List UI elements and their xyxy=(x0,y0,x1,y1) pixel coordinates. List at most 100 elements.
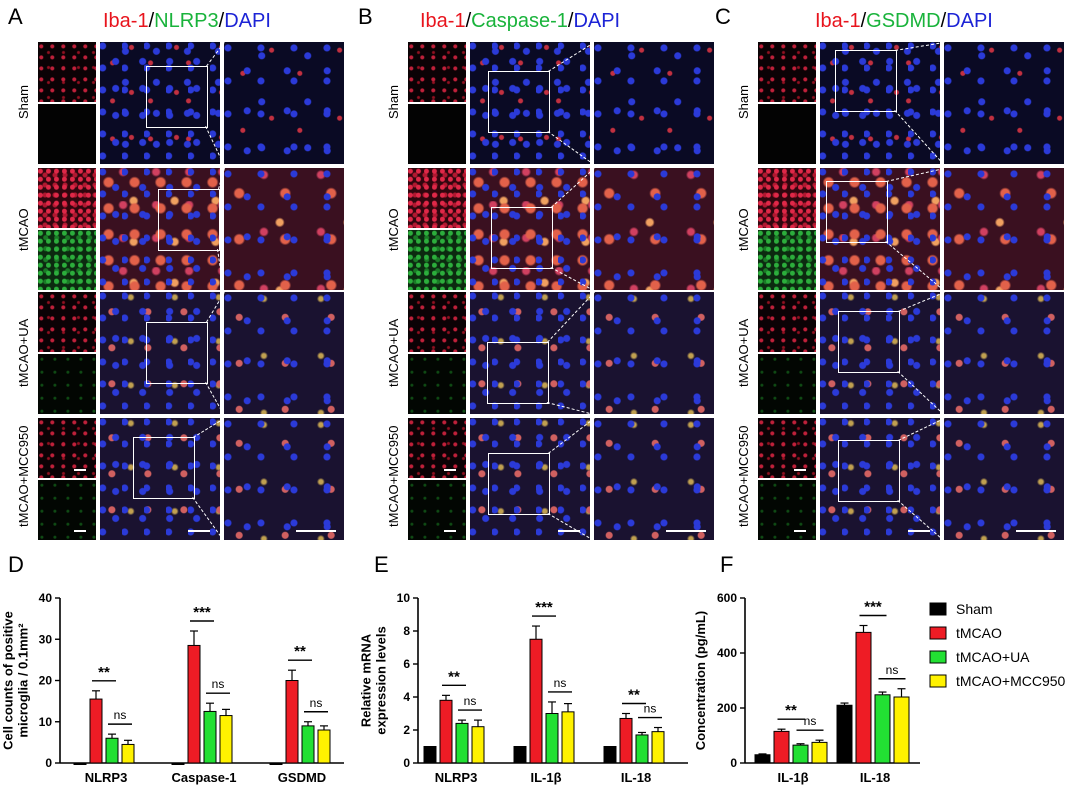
scale-bar xyxy=(558,530,580,532)
merged-image xyxy=(470,42,590,164)
scale-bar xyxy=(444,530,456,532)
legend-label: tMCAO xyxy=(956,625,1002,641)
y-tick-label: 600 xyxy=(717,591,737,605)
y-tick-label: 0 xyxy=(730,756,737,770)
marker-channel-image xyxy=(38,230,96,290)
zoom-region-box xyxy=(487,342,549,404)
zoomed-image xyxy=(944,418,1064,540)
significance-label: ns xyxy=(464,694,477,708)
zoomed-image xyxy=(944,42,1064,164)
merged-image xyxy=(820,42,940,164)
marker-channel-image xyxy=(38,104,96,164)
x-tick-label: NLRP3 xyxy=(85,770,128,785)
significance-label: ns xyxy=(644,702,657,716)
zoomed-image xyxy=(944,168,1064,290)
stain-segment: Iba-1 xyxy=(815,10,861,32)
bar xyxy=(171,762,185,765)
significance-label: *** xyxy=(535,599,553,616)
scale-bar xyxy=(74,530,86,532)
iba1-channel-image xyxy=(408,168,466,228)
significance-label: ns xyxy=(804,714,817,728)
x-tick-label: IL-1β xyxy=(530,770,561,785)
stain-segment: NLRP3 xyxy=(154,10,219,32)
stain-segment: / xyxy=(218,10,225,32)
y-axis-label: microglia / 0.1mm² xyxy=(16,623,31,738)
stain-segment: / xyxy=(148,10,155,32)
legend-label: Sham xyxy=(956,601,993,617)
stain-segment: / xyxy=(465,10,472,32)
bar xyxy=(73,762,87,765)
y-tick-label: 400 xyxy=(717,646,737,660)
stain-segment: DAPI xyxy=(224,10,271,32)
merged-image xyxy=(470,292,590,414)
significance-label: *** xyxy=(193,604,211,621)
bar xyxy=(773,730,790,764)
y-tick-label: 2 xyxy=(403,723,410,737)
zoom-region-box xyxy=(158,189,220,251)
zoom-region-box xyxy=(826,181,888,243)
y-tick-label: 4 xyxy=(403,690,410,704)
zoom-region-box xyxy=(838,311,900,373)
scale-bar xyxy=(188,530,210,532)
x-tick-label: IL-18 xyxy=(860,770,890,785)
stain-segment: Iba-1 xyxy=(420,10,466,32)
bar xyxy=(874,694,891,764)
scale-bar xyxy=(908,530,930,532)
marker-channel-image xyxy=(758,354,816,414)
bar xyxy=(836,704,853,764)
stain-segment: / xyxy=(860,10,867,32)
merged-image xyxy=(100,418,220,540)
iba1-channel-image xyxy=(758,418,816,478)
y-tick-label: 0 xyxy=(45,756,52,770)
bar xyxy=(603,746,617,764)
iba1-channel-image xyxy=(758,292,816,352)
iba1-channel-image xyxy=(408,292,466,352)
merged-image xyxy=(820,292,940,414)
iba1-channel-image xyxy=(408,42,466,102)
marker-channel-image xyxy=(758,480,816,540)
significance-label: ns xyxy=(554,676,567,690)
zoomed-image xyxy=(594,418,714,540)
merged-image xyxy=(100,292,220,414)
bar xyxy=(301,725,315,764)
scale-bar xyxy=(296,530,336,532)
zoom-region-box xyxy=(488,71,550,133)
marker-channel-image xyxy=(408,354,466,414)
marker-channel-image xyxy=(408,230,466,290)
y-tick-label: 6 xyxy=(403,657,410,671)
panel-letter-a: A xyxy=(8,4,23,29)
bar xyxy=(513,746,527,764)
bar xyxy=(635,734,649,764)
scale-bar xyxy=(794,469,806,471)
zoomed-image xyxy=(224,292,344,414)
scale-bar xyxy=(794,530,806,532)
x-tick-label: IL-18 xyxy=(621,770,651,785)
bar xyxy=(619,717,633,764)
bar xyxy=(792,744,809,764)
significance-label: ** xyxy=(785,702,797,719)
legend-label: tMCAO+MCC950 xyxy=(956,673,1065,689)
zoomed-image xyxy=(944,292,1064,414)
marker-channel-image xyxy=(758,230,816,290)
legend-swatch xyxy=(929,602,947,616)
bar xyxy=(545,713,559,764)
x-tick-label: IL-1β xyxy=(777,770,808,785)
zoomed-image xyxy=(594,168,714,290)
scale-bar xyxy=(1016,530,1056,532)
significance-label: ** xyxy=(98,664,110,681)
panel-letter-d: D xyxy=(8,552,24,577)
panel-letter-e: E xyxy=(374,552,389,577)
zoom-region-box xyxy=(146,322,208,384)
bar xyxy=(561,711,575,764)
bar xyxy=(285,680,299,764)
y-tick-label: 30 xyxy=(39,632,53,646)
stain-title-c: Iba-1/GSDMD/DAPI xyxy=(815,10,993,33)
stain-title-b: Iba-1/Caspase-1/DAPI xyxy=(420,10,620,33)
bar xyxy=(529,638,543,764)
y-tick-label: 200 xyxy=(717,701,737,715)
bar xyxy=(203,710,217,764)
bar xyxy=(455,722,469,764)
x-tick-label: GSDMD xyxy=(278,770,326,785)
significance-label: ns xyxy=(886,663,899,677)
marker-channel-image xyxy=(38,480,96,540)
